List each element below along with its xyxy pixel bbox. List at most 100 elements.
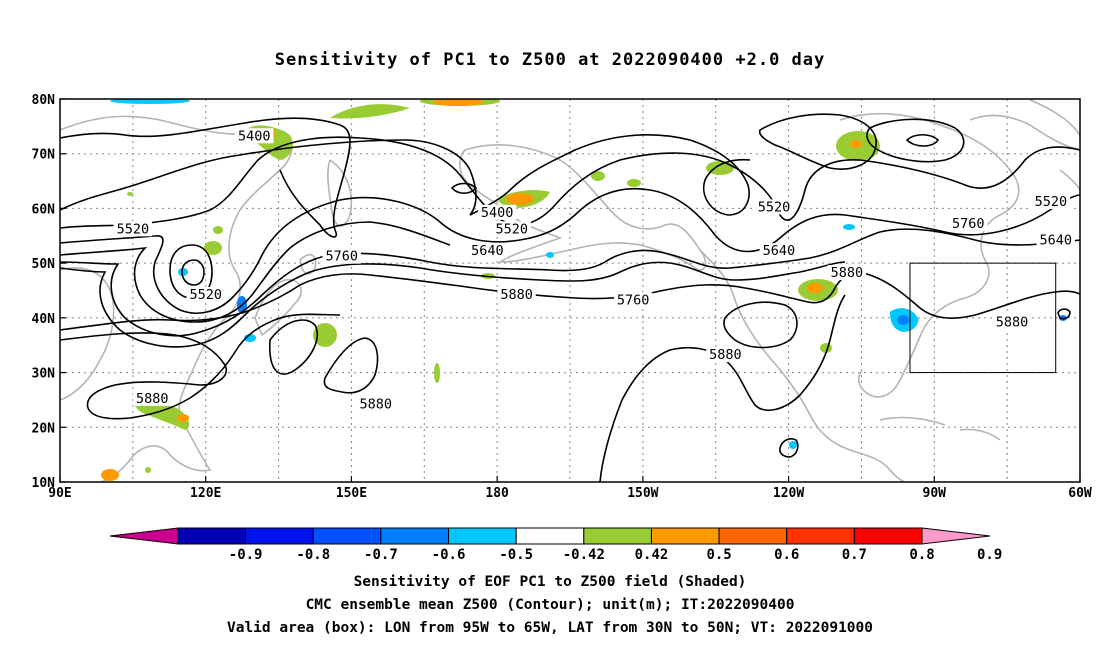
colorbar-label: -0.7 [364, 547, 398, 563]
valid-area-box [909, 262, 1057, 374]
y-tick-label: 50N [32, 257, 56, 272]
contour-label: 5880 [709, 347, 742, 363]
contour-label: 5520 [495, 221, 528, 237]
coastline-greenland [1029, 99, 1080, 191]
y-tick-label: 60N [32, 202, 56, 217]
contour-label: 5520 [189, 287, 222, 303]
colorbar-swatch [245, 527, 314, 545]
x-tick-label: 90E [48, 486, 71, 501]
contour-5880 [269, 319, 319, 375]
contour-label-bg [1036, 232, 1075, 248]
contour-label-bg [992, 314, 1032, 330]
contour-label-bg [186, 286, 225, 302]
contour-label-bg [356, 396, 395, 412]
contour-label: 5640 [1039, 232, 1072, 248]
contour-label: 5520 [758, 199, 791, 215]
shade-positive [177, 414, 189, 422]
colorbar-swatch [177, 527, 247, 545]
contour-label: 5760 [617, 292, 650, 308]
shade-negative [1059, 315, 1067, 321]
colorbar-extend-high [921, 527, 991, 545]
colorbar-swatch [380, 527, 450, 545]
contour-label-bg [706, 347, 745, 363]
gridlines [60, 99, 1080, 482]
colorbar: -0.9 -0.8 -0.7 -0.6 -0.5 -0.42 0.42 0.5 0.6 0.7 0.… [109, 527, 1002, 563]
contour-5640 [60, 221, 451, 323]
chart-title: Sensitivity of PC1 to Z500 at 2022090400… [274, 50, 826, 70]
colorbar-label: -0.6 [432, 547, 466, 563]
y-tick-label: 30N [32, 367, 56, 382]
colorbar-swatch [312, 527, 382, 545]
coastline-caribbean [879, 416, 1001, 441]
shade-positive [627, 179, 641, 187]
contour-label: 5760 [952, 216, 985, 232]
shade-positive [127, 192, 133, 196]
coastline-japan [254, 253, 317, 337]
y-tick-label: 10N [32, 476, 56, 491]
shade-positive [433, 99, 483, 106]
shade-positive [706, 161, 734, 175]
x-tick-label: 150E [336, 486, 367, 501]
colorbar-swatch [718, 527, 788, 545]
x-tick-label: 90W [923, 486, 947, 501]
contour-label-bg [613, 292, 653, 308]
contour-label-bg [235, 128, 274, 144]
colorbar-label: 0.42 [635, 547, 669, 563]
shade-negative [897, 315, 909, 325]
shade-negative [789, 441, 797, 449]
shade-positive [807, 283, 823, 293]
contour-5400 [905, 133, 940, 147]
shade-positive [506, 193, 534, 205]
x-tick-label: 120E [190, 486, 221, 501]
colorbar-label: -0.8 [296, 547, 330, 563]
x-tick-label: 180 [485, 486, 509, 501]
caption-contour: CMC ensemble mean Z500 (Contour); unit(m… [305, 597, 795, 613]
caption-shading: Sensitivity of EOF PC1 to Z500 field (Sh… [353, 574, 747, 590]
contour-5880 [723, 301, 798, 349]
colorbar-label: -0.9 [229, 547, 263, 563]
shade-positive [204, 241, 222, 255]
colorbar-swatch [515, 527, 585, 545]
colorbar-label: 0.9 [977, 547, 1002, 563]
shade-positive [330, 104, 410, 119]
colorbar-swatch [650, 527, 720, 545]
contour-label: 5880 [831, 265, 864, 281]
colorbar-swatch [448, 527, 517, 545]
contour-label: 5880 [996, 314, 1029, 330]
contour-label-bg [949, 215, 988, 231]
contour-5400 [450, 182, 478, 195]
contour-5760 [60, 228, 1080, 337]
contour-label-bg [477, 204, 517, 220]
contour-label-bg [497, 286, 536, 302]
contour-label: 5640 [763, 243, 796, 259]
shade-negative [843, 224, 855, 230]
colorbar-swatch [583, 527, 652, 545]
plot-frame [59, 98, 1081, 483]
colorbar-swatch [853, 527, 923, 545]
colorbar-label: 0.6 [774, 547, 799, 563]
contour-5880 [60, 313, 341, 420]
axes: 90E 120E 150E 180 150W 120W 90W 60W 10N 20N 30N 40N… [32, 93, 1092, 501]
x-tick-label: 60W [1068, 486, 1092, 501]
contour-label: 5880 [359, 396, 392, 412]
contour-label-bg [322, 248, 361, 264]
contour-5400 [60, 117, 751, 238]
contour-label: 5520 [117, 221, 150, 237]
contour-label-bg [754, 199, 794, 215]
contour-label-bg [1031, 193, 1071, 209]
shade-negative [110, 99, 190, 104]
contour-5880 [1057, 308, 1071, 320]
contour-label: 5880 [136, 391, 169, 407]
contour-label: 5400 [481, 205, 514, 221]
contour-label-bg [133, 390, 172, 406]
shade-positive [850, 140, 862, 148]
contour-5880 [779, 438, 799, 458]
contour-label: 5400 [238, 128, 271, 144]
contour-5880 [323, 337, 379, 394]
contour-label-bg [759, 243, 799, 259]
shade-positive [434, 363, 440, 383]
shade-negative [178, 268, 188, 276]
contour-label-bg [492, 221, 531, 237]
